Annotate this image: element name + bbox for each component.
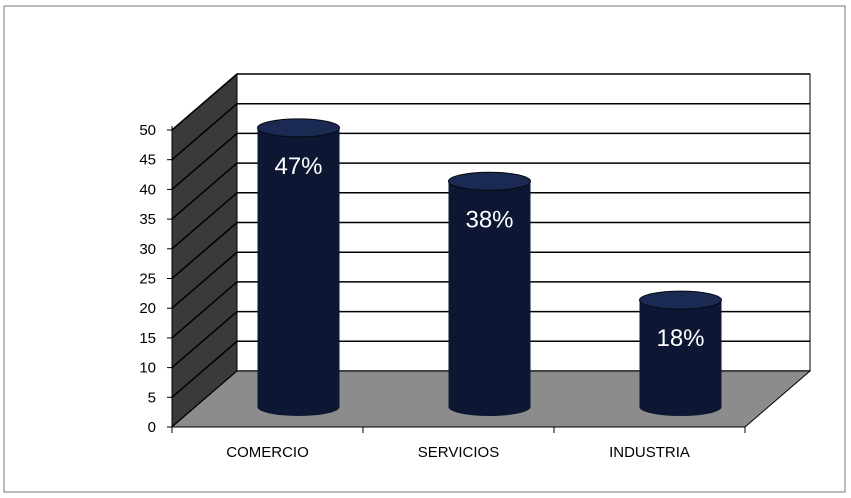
y-tick-label: 25 <box>139 271 156 288</box>
gridline-side <box>171 192 238 250</box>
gridline-side <box>171 132 238 190</box>
x-category-label: INDUSTRIA <box>609 444 690 461</box>
gridline-side <box>171 340 238 398</box>
bar-body <box>257 127 340 416</box>
x-axis: COMERCIO SERVICIOS INDUSTRIA <box>171 426 746 461</box>
gridline-side <box>171 103 238 161</box>
x-category-label: SERVICIOS <box>418 444 499 461</box>
bar <box>448 171 531 416</box>
y-tick-label: 10 <box>139 360 156 377</box>
y-tick-label: 45 <box>139 152 156 169</box>
y-tick-label: 15 <box>139 330 156 347</box>
bar-top <box>639 290 722 310</box>
bars: 47% 38% 18% <box>257 118 722 416</box>
bar-body <box>639 300 722 416</box>
data-label: 18% <box>656 325 704 352</box>
x-category-label: COMERCIO <box>226 444 309 461</box>
y-tick-label: 50 <box>139 122 156 139</box>
y-tick-label: 35 <box>139 211 156 228</box>
bar-top <box>448 171 531 191</box>
bar-body <box>448 181 531 416</box>
data-label: 38% <box>465 206 513 233</box>
y-tick-label: 40 <box>139 181 156 198</box>
y-tick-label: 5 <box>148 389 156 406</box>
bar <box>257 118 340 416</box>
y-tick-label: 20 <box>139 300 156 317</box>
y-tick-label: 0 <box>148 419 156 436</box>
y-axis: 0 5 10 15 20 25 30 35 40 45 50 <box>139 122 173 436</box>
gridline-side <box>171 251 238 309</box>
y-tick-label: 30 <box>139 241 156 258</box>
gridline-side <box>171 221 238 280</box>
bar <box>639 290 722 416</box>
gridline-side <box>171 281 238 339</box>
data-label: 47% <box>274 153 322 180</box>
gridline-side <box>171 162 238 220</box>
bar-top <box>257 118 340 138</box>
gridline-side <box>171 311 238 369</box>
gridline-side <box>171 73 238 131</box>
